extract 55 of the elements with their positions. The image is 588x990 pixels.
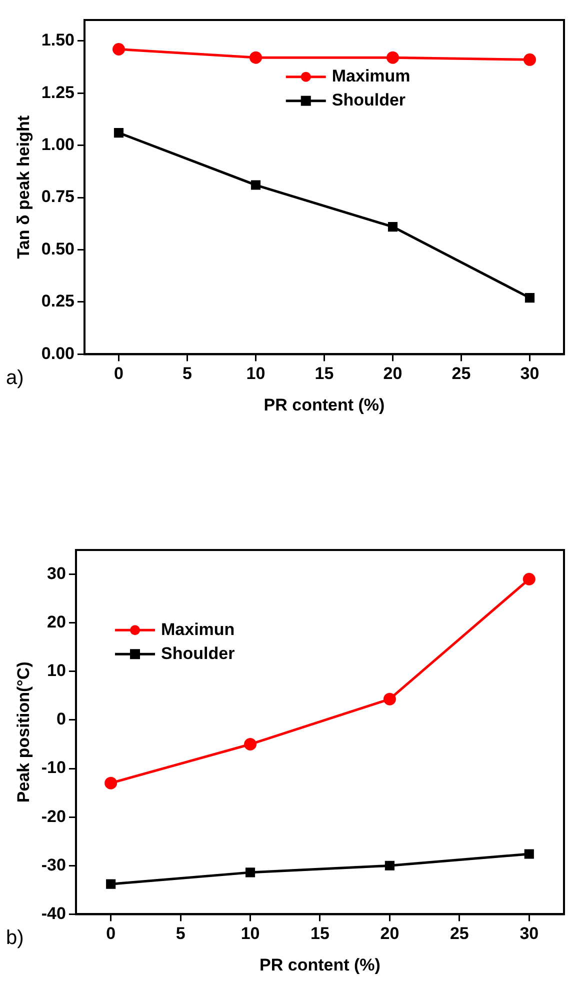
x-tick-label: 0 bbox=[106, 924, 116, 944]
point bbox=[245, 868, 256, 878]
x-tick-label: 15 bbox=[314, 364, 334, 384]
y-tick-label: -40 bbox=[41, 904, 66, 923]
point bbox=[524, 293, 535, 303]
y-tick-label: 1.50 bbox=[41, 30, 74, 50]
y-tick-label: 0 bbox=[56, 710, 66, 729]
point bbox=[249, 51, 262, 64]
legend-label: Maximun bbox=[161, 620, 235, 639]
x-tick-label: 25 bbox=[450, 924, 469, 944]
point bbox=[104, 776, 118, 790]
y-tick-label: 0.50 bbox=[41, 239, 74, 258]
x-tick-label: 30 bbox=[520, 924, 539, 944]
x-tick-label: 10 bbox=[246, 364, 266, 384]
x-axis-title: PR content (%) bbox=[260, 955, 380, 974]
point bbox=[114, 128, 124, 138]
x-tick-label: 20 bbox=[380, 924, 400, 944]
y-tick-label: 1.25 bbox=[41, 82, 74, 102]
point bbox=[250, 180, 261, 190]
y-tick-label: 30 bbox=[47, 564, 66, 583]
y-tick-label: 10 bbox=[47, 661, 66, 680]
y-tick-label: 20 bbox=[47, 612, 66, 632]
y-tick-label: 0.75 bbox=[41, 187, 74, 206]
x-tick-label: 5 bbox=[182, 364, 192, 384]
point bbox=[522, 572, 536, 586]
text: a) bbox=[6, 367, 24, 390]
y-tick-label: 0.00 bbox=[41, 344, 74, 363]
legend-label: Maximum bbox=[332, 66, 410, 86]
y-tick-label: -20 bbox=[41, 806, 66, 826]
y-axis-title: Tan δ peak height bbox=[14, 115, 33, 259]
point bbox=[244, 738, 257, 750]
x-tick-label: 20 bbox=[383, 364, 402, 384]
x-tick-label: 25 bbox=[452, 364, 471, 384]
text: b) bbox=[6, 927, 24, 950]
legend-label: Shoulder bbox=[161, 644, 236, 663]
point bbox=[384, 860, 394, 870]
legend-label: Shoulder bbox=[332, 90, 406, 110]
point bbox=[524, 849, 534, 859]
y-tick-label: 1.00 bbox=[41, 135, 74, 154]
x-tick-label: 30 bbox=[520, 364, 540, 384]
x-axis-title: PR content (%) bbox=[264, 395, 385, 414]
point bbox=[386, 51, 399, 64]
y-tick-label: -10 bbox=[41, 758, 66, 778]
point bbox=[383, 692, 396, 706]
x-tick-label: 10 bbox=[240, 924, 260, 944]
x-tick-label: 15 bbox=[310, 924, 330, 944]
point bbox=[106, 879, 116, 889]
x-tick-label: 5 bbox=[176, 924, 186, 944]
y-axis-title: Peak position(°C) bbox=[14, 662, 33, 803]
point bbox=[112, 42, 125, 56]
y-tick-label: -30 bbox=[41, 855, 66, 874]
point bbox=[388, 222, 398, 232]
y-tick-label: 0.25 bbox=[41, 292, 74, 311]
point bbox=[524, 53, 536, 66]
x-tick-label: 0 bbox=[114, 364, 124, 384]
